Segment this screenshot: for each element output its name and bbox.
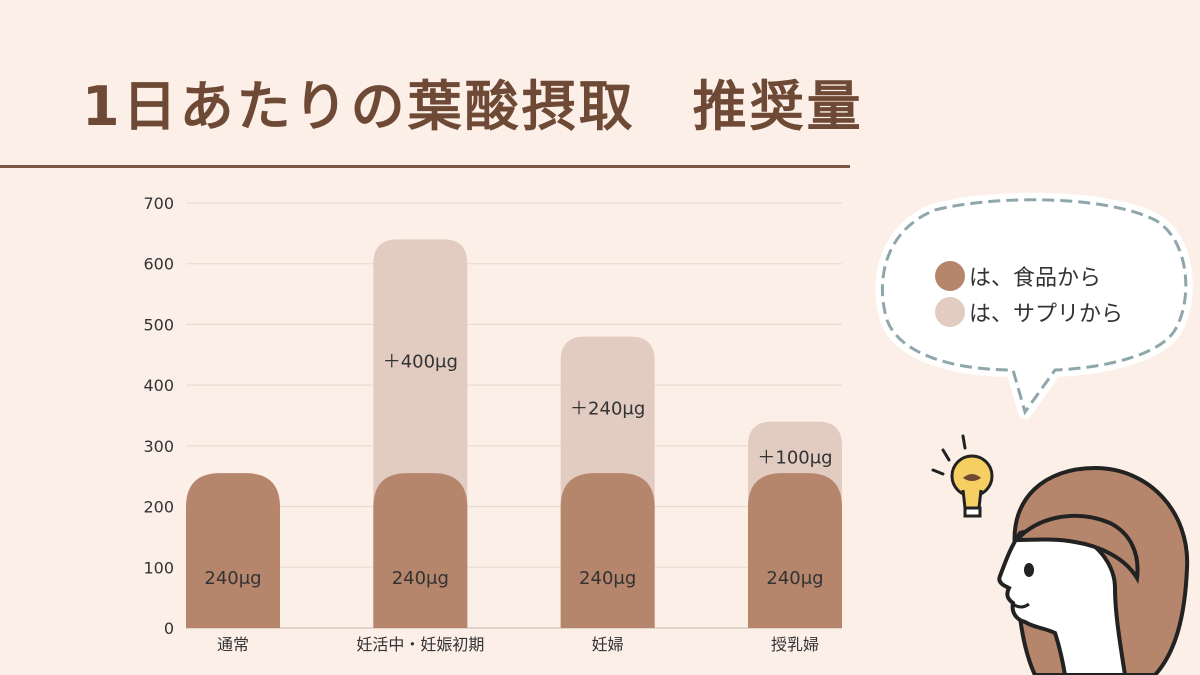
title-underline xyxy=(0,165,850,168)
bar-supplement-label: ＋400μg xyxy=(383,351,458,372)
legend-item-food: は、食品から xyxy=(935,258,1123,294)
x-category-label: 妊婦 xyxy=(592,635,624,654)
woman-illustration xyxy=(931,434,1190,675)
x-category-label: 授乳婦 xyxy=(771,635,819,654)
supplement-color-swatch xyxy=(935,297,965,327)
legend-food-label: は、食品から xyxy=(969,266,1102,291)
bar-food-label: 240μg xyxy=(204,568,261,589)
food-color-swatch xyxy=(935,261,965,291)
bar-food-label: 240μg xyxy=(392,568,449,589)
bar-food-label: 240μg xyxy=(579,568,636,589)
legend: は、食品から は、サプリから xyxy=(935,258,1123,330)
y-tick-label: 200 xyxy=(143,498,174,517)
bar-food-label: 240μg xyxy=(766,568,823,589)
y-tick-label: 600 xyxy=(143,255,174,274)
bar-food xyxy=(186,473,280,628)
chart-title: 1日あたりの葉酸摂取 推奨量 xyxy=(82,75,864,138)
bar-supplement-label: ＋100μg xyxy=(757,448,832,469)
x-category-label: 通常 xyxy=(217,635,249,654)
y-tick-label: 300 xyxy=(143,437,174,456)
legend-supplement-label: は、サプリから xyxy=(969,302,1124,327)
y-tick-label: 500 xyxy=(143,315,174,334)
y-tick-label: 0 xyxy=(164,619,174,638)
bar-food xyxy=(748,473,842,628)
bar-food xyxy=(560,473,655,628)
bar-supplement-label: ＋240μg xyxy=(570,399,645,420)
bar-food xyxy=(373,473,468,628)
speech-bubble xyxy=(875,192,1193,419)
y-tick-label: 700 xyxy=(143,194,174,213)
lightbulb-icon xyxy=(931,434,994,518)
legend-item-supplement: は、サプリから xyxy=(935,294,1123,330)
y-tick-label: 400 xyxy=(143,376,174,395)
y-tick-label: 100 xyxy=(143,558,174,577)
x-category-label: 妊活中・妊娠初期 xyxy=(356,635,484,654)
